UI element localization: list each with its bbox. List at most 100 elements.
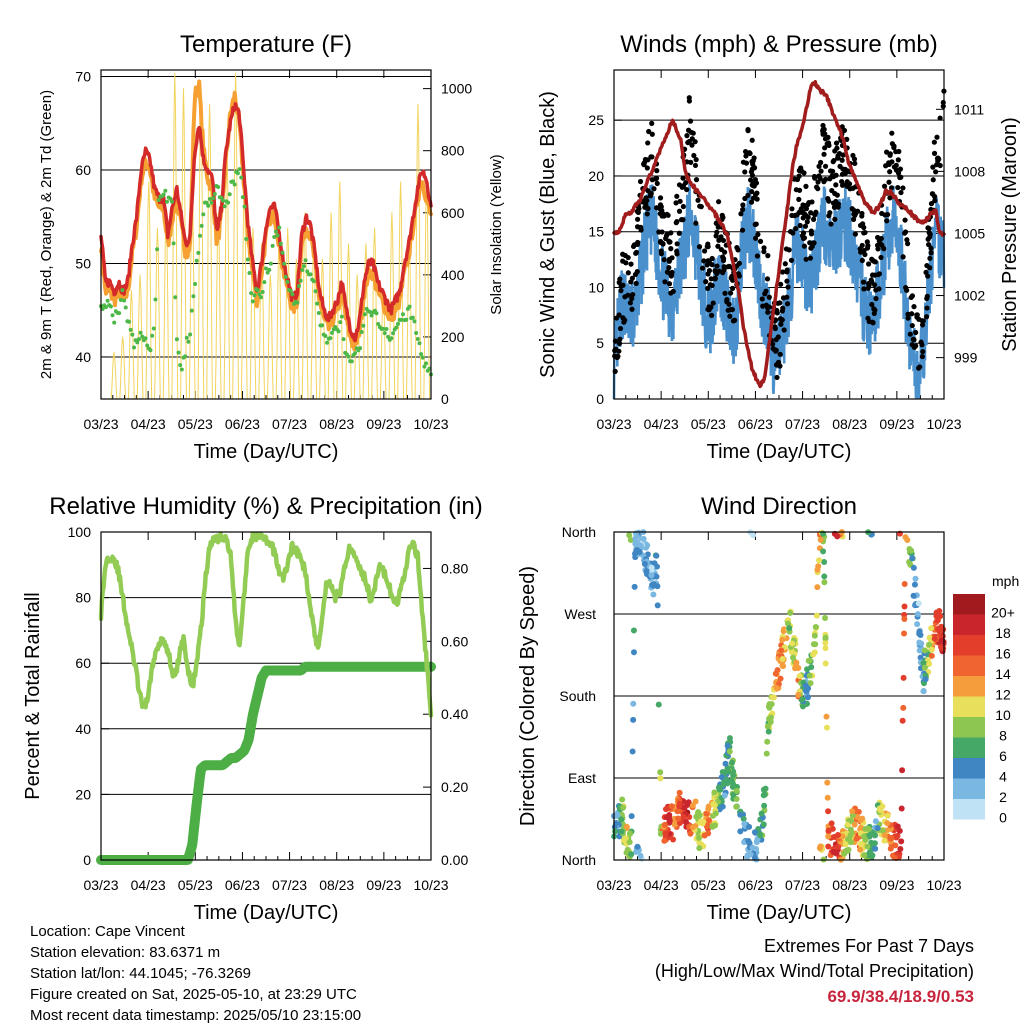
gust-point xyxy=(702,248,707,253)
humidity-precip-panel: Relative Humidity (%) & Precipitation (i… xyxy=(22,493,483,924)
gust-point xyxy=(735,247,740,252)
dewpoint-point xyxy=(183,354,187,358)
gust-point xyxy=(826,199,831,204)
x-tick-label: 06/23 xyxy=(225,877,260,893)
gust-point xyxy=(780,306,785,311)
direction-point xyxy=(680,814,686,820)
dewpoint-point xyxy=(124,306,128,310)
direction-point xyxy=(915,611,921,617)
direction-point xyxy=(780,663,786,669)
gust-point xyxy=(635,217,640,222)
gust-point xyxy=(718,234,723,239)
dewpoint-point xyxy=(198,234,202,238)
gust-point xyxy=(680,176,685,181)
y-tick-label: 25 xyxy=(588,112,604,128)
direction-point xyxy=(824,725,830,731)
direction-point xyxy=(881,838,887,844)
x-tick-label: 03/23 xyxy=(596,416,631,432)
gust-point xyxy=(925,274,930,279)
gust-point xyxy=(808,256,813,261)
gust-point xyxy=(659,204,664,209)
gust-point xyxy=(617,276,622,281)
gust-point xyxy=(873,259,878,264)
gust-point xyxy=(737,261,742,266)
recent-text: Most recent data timestamp: 2025/05/10 2… xyxy=(30,1005,361,1026)
gust-point xyxy=(836,155,841,160)
dewpoint-point xyxy=(137,337,141,341)
gust-point xyxy=(798,223,803,228)
direction-point xyxy=(716,785,722,791)
dewpoint-point xyxy=(162,193,166,197)
gust-point xyxy=(738,211,743,216)
gust-point xyxy=(623,260,628,265)
legend-swatch xyxy=(953,594,985,615)
gust-point xyxy=(642,160,647,165)
gust-point xyxy=(743,153,748,158)
direction-point xyxy=(676,803,682,809)
gust-point xyxy=(903,285,908,290)
gust-point xyxy=(809,199,814,204)
dewpoint-point xyxy=(248,271,252,275)
direction-point xyxy=(720,804,726,810)
direction-point xyxy=(872,846,878,852)
dewpoint-point xyxy=(330,331,334,335)
direction-point xyxy=(912,576,918,582)
direction-point xyxy=(858,841,864,847)
direction-point xyxy=(848,818,854,824)
direction-point xyxy=(669,803,675,809)
direction-point xyxy=(901,616,907,622)
direction-point xyxy=(814,613,820,619)
dewpoint-point xyxy=(279,242,283,246)
gust-point xyxy=(767,295,772,300)
gust-point xyxy=(832,148,837,153)
gust-point xyxy=(730,307,735,312)
gust-point xyxy=(818,169,823,174)
y-axis-label: Percent & Total Rainfall xyxy=(22,592,44,800)
direction-point xyxy=(821,559,827,565)
dewpoint-point xyxy=(317,311,321,315)
gust-point xyxy=(910,323,915,328)
gust-point xyxy=(902,231,907,236)
x-tick-label: 04/23 xyxy=(644,416,679,432)
gust-point xyxy=(701,258,706,263)
x-tick-label: 04/23 xyxy=(644,877,679,893)
direction-point xyxy=(651,581,657,587)
gust-point xyxy=(681,204,686,209)
y-tick-label: 20 xyxy=(75,786,91,802)
direction-point xyxy=(687,831,693,837)
direction-point xyxy=(762,792,768,798)
direction-point xyxy=(711,789,717,795)
gust-point xyxy=(687,98,692,103)
direction-point xyxy=(677,790,683,796)
x-tick-label: 07/23 xyxy=(785,416,820,432)
direction-point xyxy=(653,553,659,559)
y2-axis-label: Station Pressure (Maroon) xyxy=(999,117,1021,352)
dewpoint-point xyxy=(338,320,342,324)
extremes-box: Extremes For Past 7 Days (High/Low/Max W… xyxy=(655,934,974,1009)
direction-point xyxy=(872,840,878,846)
gust-point xyxy=(634,250,639,255)
latlon-text: Station lat/lon: 44.1045; -76.3269 xyxy=(30,963,361,984)
direction-point xyxy=(626,532,632,538)
gust-point xyxy=(699,204,704,209)
gust-point xyxy=(816,164,821,169)
gust-point xyxy=(924,314,929,319)
gust-point xyxy=(745,127,750,132)
y-tick-label: 0 xyxy=(596,391,604,407)
dewpoint-point xyxy=(201,212,205,216)
direction-point xyxy=(795,692,801,698)
gust-point xyxy=(618,288,623,293)
direction-point xyxy=(729,760,735,766)
gust-point xyxy=(645,211,650,216)
dewpoint-point xyxy=(193,282,197,286)
gust-point xyxy=(659,229,664,234)
x-tick-label: 08/23 xyxy=(319,416,354,432)
direction-point xyxy=(814,567,820,573)
legend-label: 4 xyxy=(999,768,1007,784)
gust-point xyxy=(927,230,932,235)
gust-point xyxy=(789,206,794,211)
legend-label: 2 xyxy=(999,789,1007,805)
direction-point xyxy=(644,542,650,548)
gust-point xyxy=(784,246,789,251)
x-tick-label: 09/23 xyxy=(879,877,914,893)
